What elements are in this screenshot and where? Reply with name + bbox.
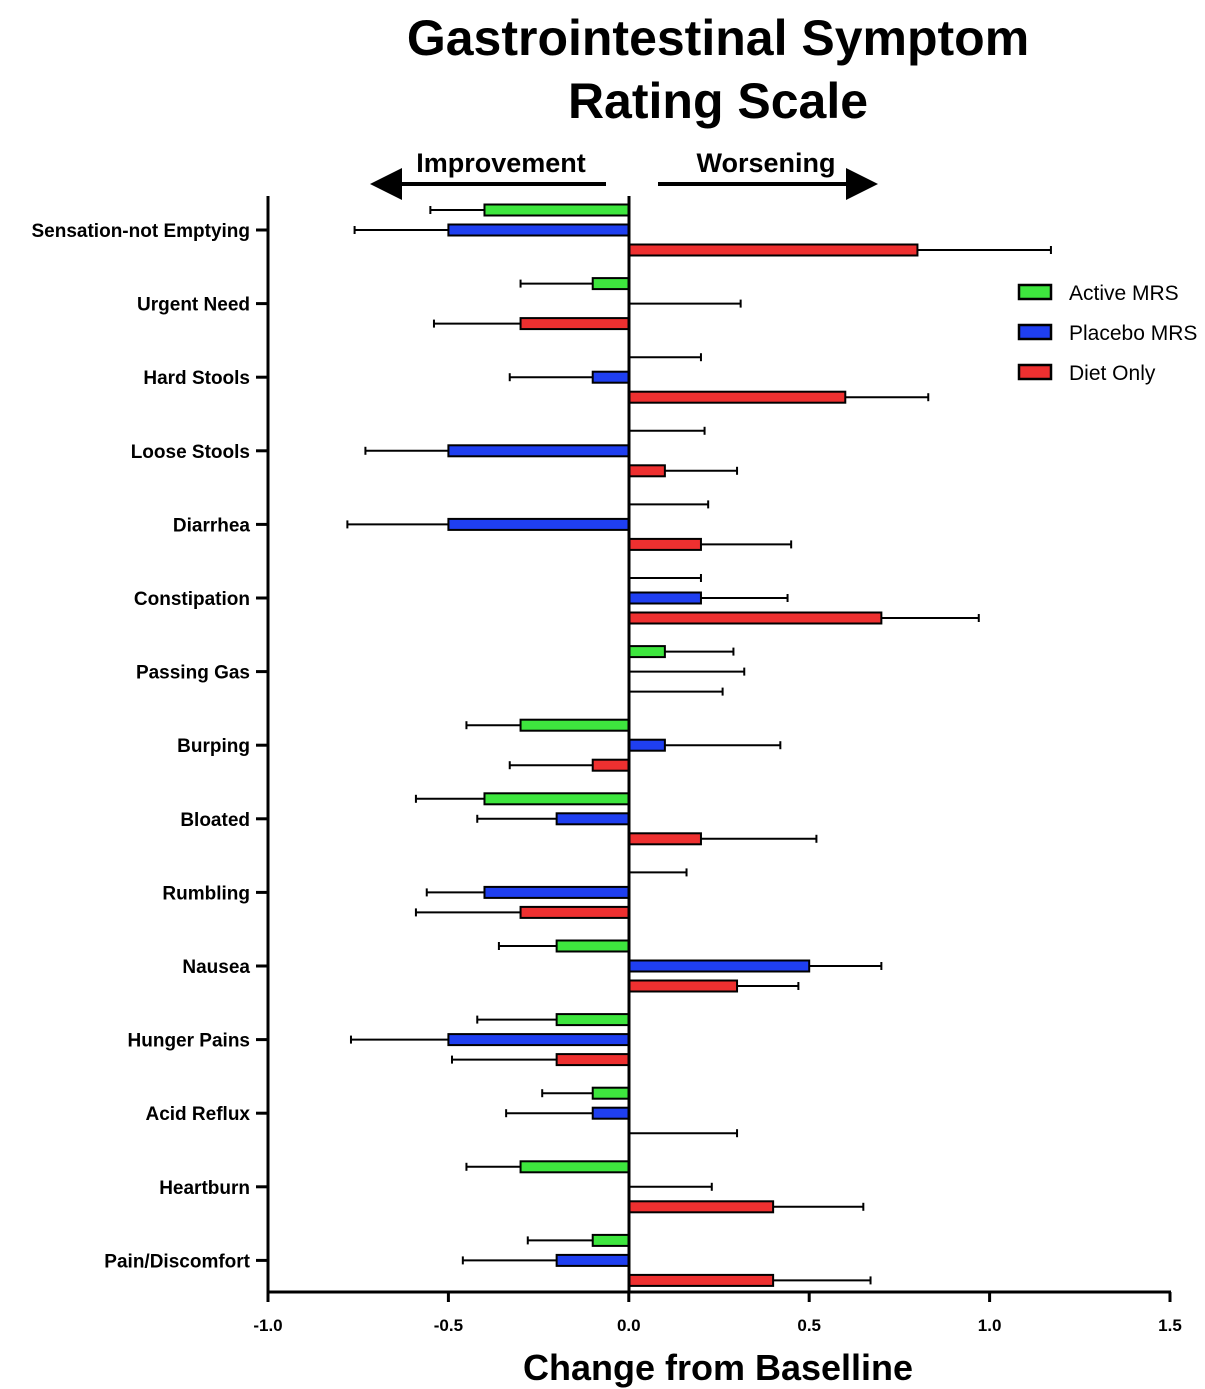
x-tick-label: 1.0 [978, 1316, 1002, 1335]
bar [627, 738, 666, 752]
bar [555, 939, 630, 953]
improvement-label: Improvement [416, 148, 586, 178]
y-tick-label: Sensation-not Emptying [32, 221, 251, 242]
legend-label: Diet Only [1069, 362, 1156, 385]
y-tick-label: Hunger Pains [128, 1031, 250, 1052]
y-tick-label: Heartburn [159, 1178, 250, 1199]
bar [555, 1253, 630, 1267]
bar [591, 758, 630, 772]
bar [555, 1013, 630, 1027]
bar [519, 718, 630, 732]
y-tick-label: Loose Stools [131, 442, 250, 463]
bar [483, 203, 630, 217]
x-tick-label: -0.5 [434, 1316, 463, 1335]
y-tick-label: Passing Gas [136, 663, 250, 684]
bar [627, 979, 739, 993]
y-tick-label: Bloated [180, 810, 250, 831]
bar [591, 370, 630, 384]
bar [627, 390, 847, 404]
bar [627, 243, 919, 257]
bar [627, 611, 883, 625]
bar [447, 223, 630, 237]
bar [483, 792, 630, 806]
bar [627, 1200, 775, 1214]
bars-layer [346, 203, 1052, 1287]
bar [591, 1086, 630, 1100]
bar [591, 1233, 630, 1247]
bar [627, 832, 702, 846]
bar [627, 645, 666, 659]
bar [627, 537, 702, 551]
bar [555, 812, 630, 826]
x-tick-label: 0.5 [797, 1316, 821, 1335]
bar [627, 591, 702, 605]
bar [447, 517, 630, 531]
bar [519, 905, 630, 919]
bar [447, 1033, 630, 1047]
y-tick-label: Burping [177, 736, 250, 757]
y-tick-label: Pain/Discomfort [104, 1251, 250, 1272]
y-tick-label: Diarrhea [173, 515, 251, 536]
x-tick-label: -1.0 [253, 1316, 282, 1335]
y-tick-label: Acid Reflux [145, 1104, 250, 1125]
bar [591, 277, 630, 291]
x-tick-label: 1.5 [1158, 1316, 1182, 1335]
bar [519, 317, 630, 331]
bar [447, 444, 630, 458]
bar [555, 1053, 630, 1067]
legend-swatch [1017, 283, 1053, 301]
y-tick-label: Hard Stools [143, 368, 250, 389]
y-tick-label: Rumbling [162, 883, 250, 904]
y-tick-label: Nausea [182, 957, 250, 978]
bar [483, 885, 630, 899]
legend-label: Active MRS [1069, 282, 1179, 305]
legend-label: Placebo MRS [1069, 322, 1197, 345]
bar [627, 464, 666, 478]
bar [627, 1273, 775, 1287]
bar [591, 1106, 630, 1120]
y-tick-label: Constipation [134, 589, 250, 610]
y-tick-label: Urgent Need [137, 295, 250, 316]
chart-title-line-1: Gastrointestinal Symptom [407, 10, 1029, 66]
bar [627, 959, 811, 973]
legend: Active MRS Placebo MRS Diet Only [1017, 282, 1197, 385]
x-axis-title: Change from Baselline [523, 1347, 913, 1388]
bar [519, 1160, 630, 1174]
x-tick-label: 0.0 [617, 1316, 641, 1335]
worsening-label: Worsening [696, 148, 835, 178]
axes-layer: -1.0 -0.5 0.0 0.5 1.0 1.5 Sensation-not Emptyi… [32, 196, 1182, 1335]
chart-title-line-2: Rating Scale [568, 73, 868, 129]
legend-swatch [1017, 323, 1053, 341]
legend-swatch [1017, 363, 1053, 381]
